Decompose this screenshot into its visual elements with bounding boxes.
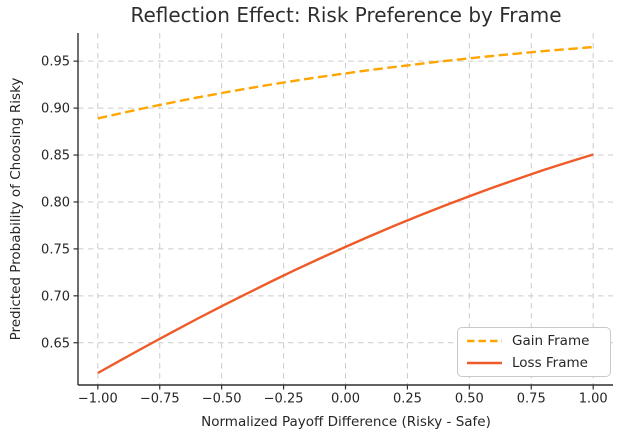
- loss-frame-line-swatch: [467, 361, 502, 364]
- legend-label-gain-frame: Gain Frame: [512, 333, 590, 350]
- legend-item-loss-frame: Loss Frame: [466, 355, 602, 371]
- y-tick-label: 0.65: [41, 336, 70, 351]
- y-tick-label: 0.75: [41, 242, 70, 257]
- x-axis-label: Normalized Payoff Difference (Risky - Sa…: [201, 414, 491, 430]
- series-line-gain-frame: [97, 45, 594, 120]
- legend-item-gain-frame: Gain Frame: [466, 333, 602, 349]
- y-tick-label: 0.95: [41, 55, 70, 70]
- y-tick-label: 0.80: [41, 195, 70, 210]
- series-line-loss-frame: [97, 153, 594, 375]
- chart-title: Reflection Effect: Risk Preference by Fr…: [130, 3, 562, 27]
- y-tick-label: 0.85: [41, 149, 70, 164]
- x-tick-label: 0.25: [393, 392, 422, 407]
- legend: Gain Frame Loss Frame: [457, 327, 611, 377]
- y-tick-label: 0.70: [41, 289, 70, 304]
- x-tick-label: −0.75: [140, 392, 180, 407]
- x-tick-label: −1.00: [78, 392, 118, 407]
- x-tick-label: −0.50: [202, 392, 242, 407]
- x-tick-label: 1.00: [579, 392, 608, 407]
- x-tick-label: 0.50: [455, 392, 484, 407]
- y-tick-label: 0.90: [41, 102, 70, 117]
- x-tick-label: 0.75: [517, 392, 546, 407]
- x-tick-label: 0.00: [331, 392, 360, 407]
- legend-label-loss-frame: Loss Frame: [512, 354, 588, 371]
- x-tick-label: −0.25: [264, 392, 304, 407]
- gain-frame-line-swatch: [467, 340, 502, 343]
